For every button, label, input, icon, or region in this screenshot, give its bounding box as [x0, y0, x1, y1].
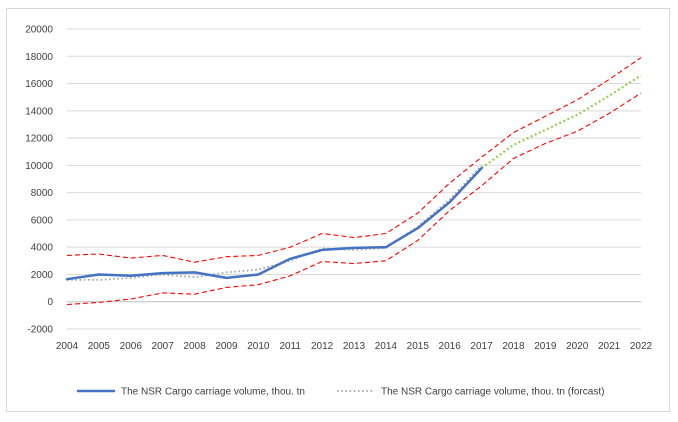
y-tick-label: 2000	[31, 270, 54, 281]
y-tick-label: -2000	[27, 325, 53, 336]
x-tick-label: 2008	[183, 341, 206, 352]
gridlines	[67, 28, 641, 330]
series-line-1	[67, 164, 483, 281]
x-tick-label: 2019	[534, 341, 557, 352]
x-tick-label: 2009	[215, 341, 238, 352]
y-axis-tick-labels: -2000 0 2000 4000 6000 8000 10000 12000 14000 160…	[25, 25, 53, 336]
y-tick-label: 18000	[25, 52, 53, 63]
legend-label: The NSR Cargo carriage volume, thou. tn …	[381, 387, 604, 398]
y-tick-label: 20000	[25, 25, 53, 36]
y-tick-label: 8000	[31, 188, 54, 199]
y-tick-label: 4000	[31, 243, 54, 254]
x-tick-label: 2021	[598, 341, 621, 352]
series-line-0	[65, 166, 483, 281]
x-tick-label: 2022	[630, 341, 653, 352]
x-tick-label: 2014	[375, 341, 398, 352]
x-tick-label: 2007	[152, 341, 175, 352]
y-tick-label: 0	[47, 297, 53, 308]
x-tick-label: 2012	[311, 341, 334, 352]
y-tick-label: 14000	[25, 106, 53, 117]
x-tick-label: 2018	[502, 341, 525, 352]
y-tick-label: 6000	[31, 215, 54, 226]
x-tick-label: 2005	[88, 341, 111, 352]
chart-frame: -2000 0 2000 4000 6000 8000 10000 12000 14000 160…	[6, 8, 670, 412]
y-tick-label: 16000	[25, 79, 53, 90]
y-tick-label: 12000	[25, 134, 53, 145]
x-tick-label: 2017	[470, 341, 493, 352]
series-line-2	[480, 74, 642, 169]
x-tick-label: 2011	[279, 341, 301, 352]
series-lines	[65, 57, 642, 306]
series-line-4	[66, 92, 642, 306]
x-tick-label: 2016	[439, 341, 462, 352]
x-axis-tick-labels: 2004 2005 2006 2007 2008 2009 2010 2011 2012 2013…	[56, 341, 653, 352]
line-chart: -2000 0 2000 4000 6000 8000 10000 12000 14000 160…	[25, 25, 653, 398]
x-tick-label: 2006	[120, 341, 143, 352]
legend: The NSR Cargo carriage volume, thou. tn T…	[77, 387, 604, 398]
legend-label: The NSR Cargo carriage volume, thou. tn	[121, 387, 305, 398]
x-tick-label: 2020	[566, 341, 589, 352]
x-tick-label: 2013	[343, 341, 366, 352]
y-tick-label: 10000	[25, 161, 53, 172]
x-tick-label: 2015	[407, 341, 430, 352]
x-tick-label: 2004	[56, 341, 79, 352]
series-line-3	[66, 57, 642, 263]
x-tick-label: 2010	[247, 341, 270, 352]
